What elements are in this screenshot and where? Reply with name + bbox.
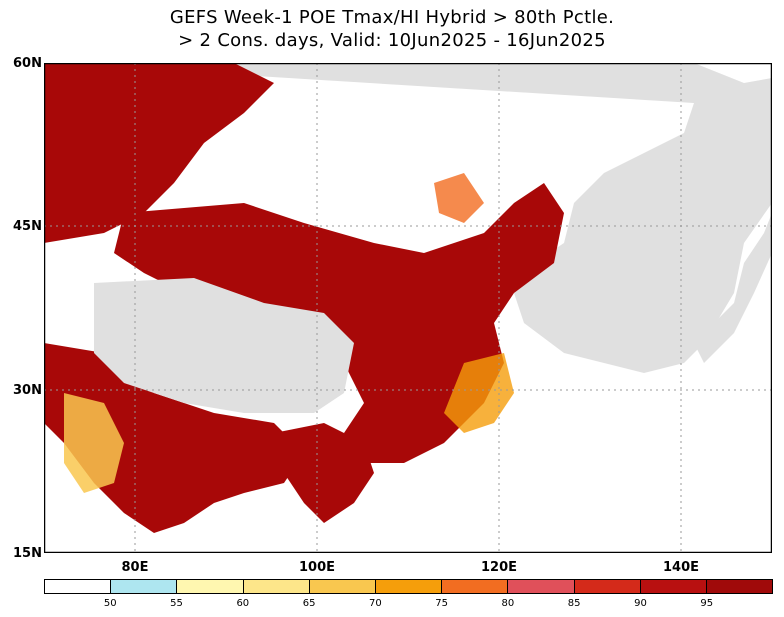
heat-fringe-india: [64, 393, 124, 493]
graticule: [44, 63, 772, 553]
colorbar-swatch: [706, 580, 773, 593]
colorbar-label: 60: [236, 598, 250, 609]
map-panel: [44, 63, 772, 553]
title-line-1: GEFS Week-1 POE Tmax/HI Hybrid > 80th Pc…: [169, 7, 615, 28]
title-line-2: > 2 Cons. days, Valid: 10Jun2025 - 16Jun…: [178, 30, 606, 51]
colorbar-swatch: [111, 580, 178, 593]
heat-fringe-north: [434, 173, 484, 223]
heat-china: [114, 183, 564, 463]
colorbar-swatch: [243, 580, 310, 593]
land-grey: [44, 63, 772, 373]
colorbar-swatch: [508, 580, 575, 593]
colorbar-label: 95: [700, 598, 714, 609]
heat-west-asia: [44, 63, 274, 243]
colorbar: [44, 579, 773, 594]
map-title: GEFS Week-1 POE Tmax/HI Hybrid > 80th Pc…: [0, 6, 784, 52]
heat-se-asia: [274, 423, 374, 523]
lat-label-45n: 45N: [13, 219, 42, 234]
lat-label-30n: 30N: [13, 383, 42, 398]
tibet-grey: [94, 278, 354, 413]
colorbar-swatch: [177, 580, 244, 593]
lat-label-15n: 15N: [13, 546, 42, 561]
lat-label-60n: 60N: [13, 56, 42, 71]
colorbar-label: 90: [634, 598, 647, 609]
colorbar-label: 80: [501, 598, 515, 609]
colorbar-swatch: [309, 580, 376, 593]
colorbar-swatch: [442, 580, 509, 593]
colorbar-label: 70: [368, 598, 382, 609]
heat-india: [44, 343, 304, 533]
land-japan: [694, 213, 772, 363]
colorbar-label: 75: [435, 598, 448, 609]
colorbar-label: 65: [302, 598, 316, 609]
lon-label-120e: 120E: [480, 560, 518, 575]
colorbar-swatch: [375, 580, 443, 593]
colorbar-label: 85: [567, 598, 581, 609]
colorbar-label: 50: [103, 598, 117, 609]
colorbar-swatch: [45, 580, 112, 593]
heat-fringe-east: [444, 353, 514, 433]
colorbar-label: 55: [170, 598, 183, 609]
colorbar-swatch: [574, 580, 641, 593]
colorbar-swatch: [640, 580, 707, 593]
lon-label-140e: 140E: [662, 560, 700, 575]
lon-label-80e: 80E: [121, 560, 149, 575]
lon-label-100e: 100E: [298, 560, 336, 575]
